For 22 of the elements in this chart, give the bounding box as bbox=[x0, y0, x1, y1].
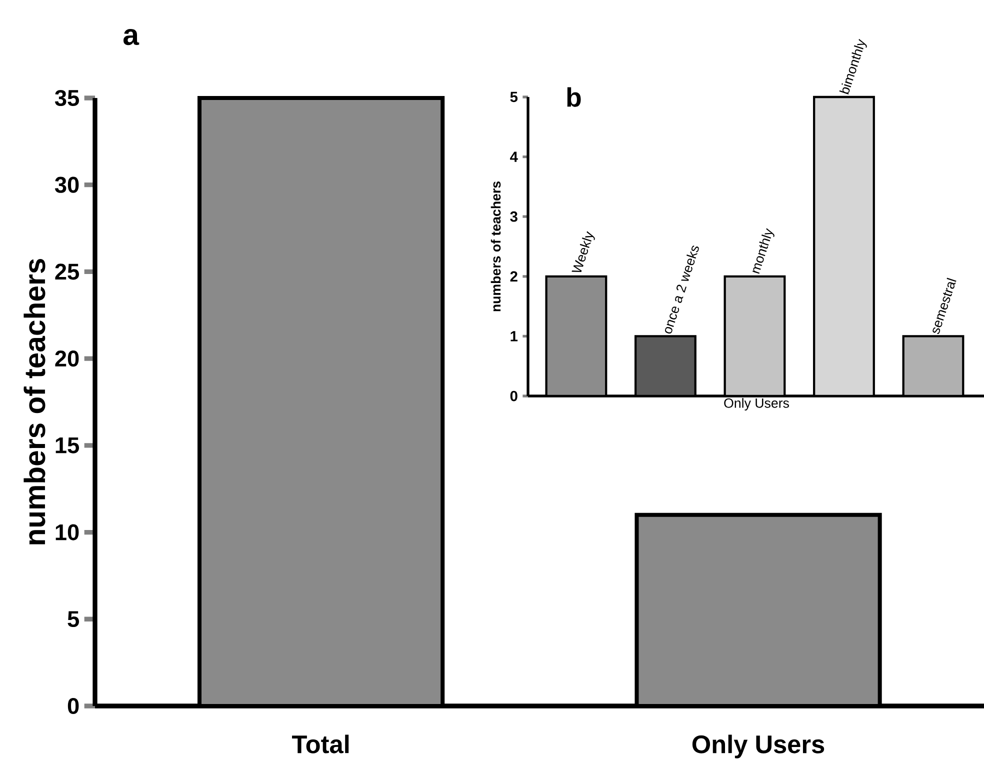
x-tick-label: monthly bbox=[752, 228, 774, 274]
x-tick-label: once a 2 weeks bbox=[665, 246, 699, 334]
y-tick-label: 25 bbox=[55, 264, 79, 280]
chart-title: b bbox=[567, 87, 581, 107]
x-axis-title: Only Users bbox=[724, 398, 789, 410]
y-tick-label: 3 bbox=[510, 211, 518, 222]
chart-title: a bbox=[124, 29, 140, 46]
y-tick-label: 30 bbox=[54, 176, 79, 193]
y-tick-label: 15 bbox=[56, 438, 79, 454]
y-tick-label: 10 bbox=[56, 524, 79, 540]
y-axis-title: numbers of teachers bbox=[490, 181, 501, 312]
y-tick-label: 0 bbox=[510, 390, 518, 402]
y-tick-label: 20 bbox=[55, 350, 79, 367]
y-axis-title: numbers of teachers bbox=[24, 258, 46, 544]
x-tick-label: Total bbox=[292, 734, 349, 754]
y-tick-label: 4 bbox=[510, 152, 518, 162]
y-tick-label: 35 bbox=[54, 90, 79, 106]
y-tick-label: 5 bbox=[68, 611, 79, 628]
y-tick-label: 0 bbox=[68, 698, 79, 714]
y-tick-label: 5 bbox=[510, 92, 518, 102]
y-tick-label: 2 bbox=[510, 271, 518, 282]
y-tick-label: 1 bbox=[510, 331, 518, 342]
